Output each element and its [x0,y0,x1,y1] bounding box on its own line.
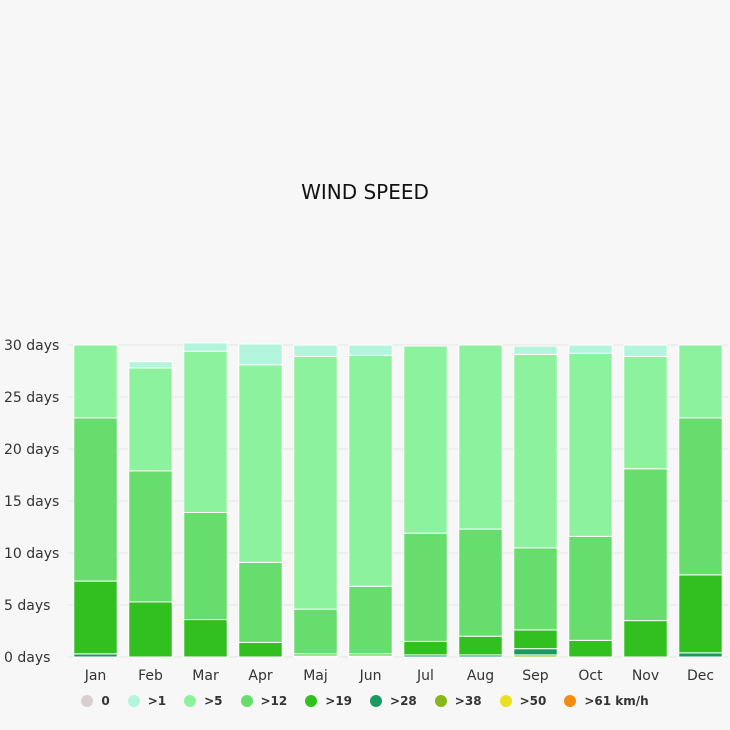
x-tick-label: Sep [522,668,549,684]
legend-item[interactable]: 0 [81,694,110,708]
legend-item[interactable]: >61 km/h [564,694,649,708]
x-tick-label: Aug [467,668,494,684]
bar-segment [623,620,668,658]
legend-label: >12 [260,694,288,708]
x-tick-label: Oct [578,668,603,684]
y-tick-label: 30 days [4,338,59,354]
bar-segment [458,344,503,530]
legend-item[interactable]: >19 [305,694,352,708]
bar-segment [568,352,613,537]
x-tick-label: Jan [84,668,107,684]
bar-segment [678,417,723,576]
bar-segment [568,535,613,641]
legend-label: >61 km/h [584,694,649,708]
bar-segment [238,343,283,366]
legend-item[interactable]: >1 [127,694,167,708]
bar-segment [293,608,338,655]
legend-item[interactable]: >38 [434,694,482,708]
bar-segment [293,355,338,610]
y-tick-label: 10 days [4,546,59,562]
bar-segment [293,344,338,357]
bar-segment [348,354,393,587]
bar-segment [678,344,723,419]
bar-segment [73,417,118,582]
legend-label: 0 [101,694,110,708]
legend-item[interactable]: >12 [240,694,288,708]
bar-segment [678,574,723,654]
x-tick-label: Mar [192,668,219,684]
y-tick-label: 20 days [4,442,59,458]
bar-segment [238,561,283,643]
legend-marker [127,695,140,707]
bar-segment [513,629,558,650]
legend-label: >19 [325,694,353,708]
x-tick-label: Dec [687,668,714,684]
legend-marker [370,695,383,707]
bar-segment [183,619,228,658]
x-tick-label: Jul [416,668,434,684]
y-tick-label: 15 days [4,494,59,510]
bar-segment [238,641,283,658]
y-tick-label: 0 days [4,650,50,666]
legend-marker [184,695,197,707]
legend-label: >50 [519,694,547,708]
legend-item[interactable]: >5 [184,694,223,708]
bar-segment [513,648,558,656]
y-tick-label: 5 days [4,598,50,614]
bar-segment [73,344,118,419]
wind-speed-chart: 0 days 5 days 10 days 15 days 20 days 25 days… [4,338,728,684]
bar-segment [403,640,448,656]
bar-segment [183,350,228,513]
x-tick-label: Feb [138,668,163,684]
bar-segment [403,532,448,642]
bar-segment [128,367,173,472]
legend-item[interactable]: >50 [499,694,547,708]
chart-legend: 0 >1 >5 >12 >19 >28 >38 >50 >61 km/h [0,694,730,708]
bar-segment [513,345,558,355]
legend-marker [81,695,94,707]
y-tick-label: 25 days [4,390,59,406]
bar-segment [73,580,118,655]
chart-title: WIND SPEED [301,180,429,204]
bar-segment [128,361,173,369]
bar-segment [513,547,558,631]
bar-segment [568,639,613,658]
legend-marker [305,695,318,707]
legend-label: >28 [390,694,417,708]
bar-segment [128,470,173,603]
bar-segment [128,601,173,658]
bar-segment [623,355,668,470]
bar-segment [238,364,283,563]
x-tick-label: Maj [303,668,328,684]
x-tick-label: Jun [359,668,382,684]
bar-segment [183,342,228,352]
legend-marker [240,695,253,707]
bar-segment [348,585,393,655]
x-tick-label: Apr [248,668,272,684]
legend-item[interactable]: >28 [370,694,417,708]
bar-segment [678,652,723,658]
bar-segment [623,344,668,357]
bar-segment [403,345,448,534]
legend-marker [564,695,577,707]
bar-segment [458,635,503,656]
legend-label: >1 [147,694,167,708]
legend-label: >38 [454,694,482,708]
bar-segment [568,344,613,354]
legend-marker [499,695,512,707]
x-tick-label: Nov [632,668,659,684]
bar-segment [623,468,668,622]
bar-segment [513,353,558,549]
bar-segment [183,511,228,621]
legend-label: >5 [204,694,223,708]
bar-segment [348,344,393,356]
legend-marker [434,695,447,707]
bar-segment [458,528,503,637]
